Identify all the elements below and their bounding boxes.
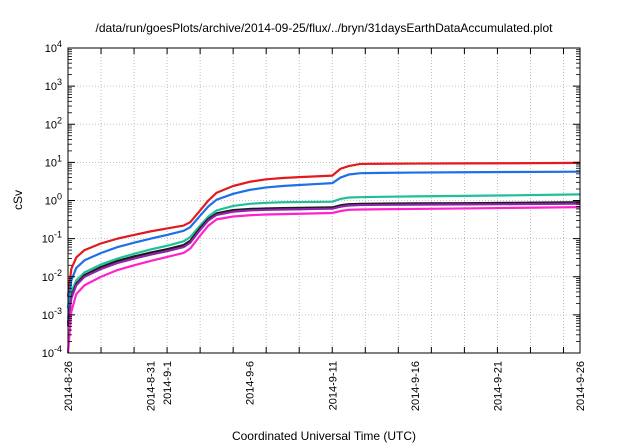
y-tick-label: 104 <box>45 39 62 55</box>
x-tick-label: 2014-8-31 <box>146 361 158 411</box>
x-tick-label: 2014-9-26 <box>575 361 587 411</box>
x-tick-label: 2014-9-1 <box>162 361 174 405</box>
y-tick-label: 10-3 <box>42 306 62 322</box>
series-line-5 <box>66 202 581 327</box>
y-tick-label: 103 <box>45 77 62 93</box>
x-tick-label: 2014-9-16 <box>410 361 422 411</box>
x-tick-label: 2014-9-11 <box>327 361 339 410</box>
chart-title: /data/run/goesPlots/archive/2014-09-25/f… <box>96 21 554 35</box>
y-tick-label: 10-4 <box>42 344 62 360</box>
x-tick-label: 2014-9-21 <box>492 361 504 411</box>
x-tick-labels: 2014-8-26 2014-8-31 2014-9-1 2014-9-6 2014-9… <box>63 361 587 411</box>
series-line-4 <box>66 201 581 324</box>
x-tick-label: 2014-8-26 <box>63 361 75 411</box>
tick-marks <box>67 47 580 354</box>
series-line-6 <box>66 206 581 354</box>
series-line-2 <box>66 170 581 309</box>
series-line-1 <box>66 161 581 297</box>
y-tick-labels: 10-4 10-3 10-2 10-1 100 101 102 103 104 <box>42 39 62 360</box>
y-tick-label: 100 <box>45 192 62 208</box>
y-tick-label: 10-1 <box>42 230 62 246</box>
x-axis-label: Coordinated Universal Time (UTC) <box>232 429 416 443</box>
y-tick-label: 102 <box>45 115 62 131</box>
y-tick-label: 10-2 <box>42 268 62 284</box>
series-line-3 <box>66 193 581 319</box>
x-tick-label: 2014-9-6 <box>245 361 257 405</box>
y-axis-label: cSv <box>11 190 25 210</box>
y-tick-label: 101 <box>45 153 62 169</box>
series-group <box>66 161 581 354</box>
